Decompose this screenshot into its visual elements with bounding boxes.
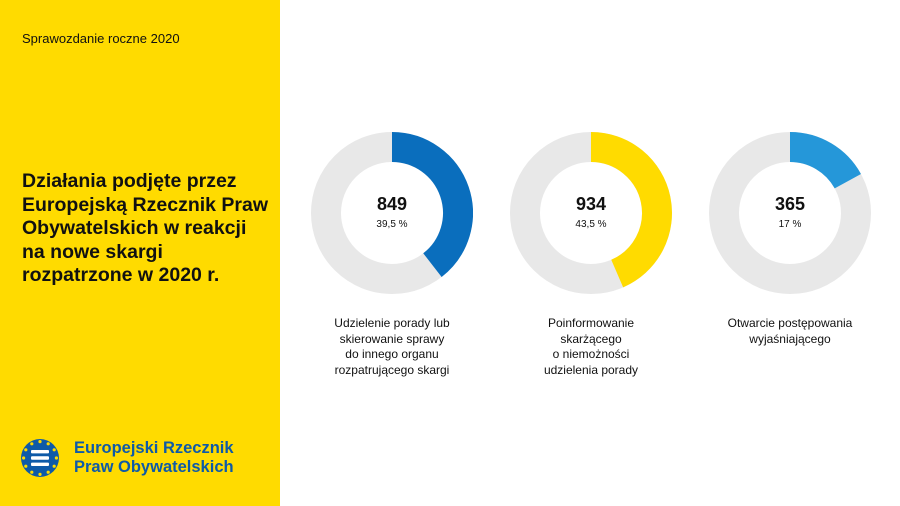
- donut-value: 934: [575, 194, 607, 214]
- caption-line: o niemożności: [552, 347, 630, 361]
- caption-line: Otwarcie postępowania: [727, 316, 853, 330]
- donut-svg-3: [709, 132, 871, 294]
- donut-chart-2: 934 43,5 %: [510, 132, 672, 294]
- caption-line: skierowanie sprawy: [339, 331, 445, 346]
- sidebar-panel: Sprawozdanie roczne 2020 Działania podję…: [0, 0, 280, 506]
- caption-line: Udzielenie porady lub: [334, 316, 450, 330]
- report-label: Sprawozdanie roczne 2020: [22, 31, 180, 46]
- donut-svg-1: [311, 132, 473, 294]
- donut-caption-1: Udzielenie porady lub skierowanie sprawy…: [292, 316, 492, 378]
- caption-line: udzielenia porady: [543, 362, 639, 377]
- donut-arc: [590, 132, 672, 288]
- donut-percent: 17 %: [778, 219, 802, 230]
- caption-line: rozpatrującego skargi: [334, 362, 450, 377]
- donut-percent: 39,5 %: [376, 219, 408, 230]
- donut-arc: [391, 132, 473, 277]
- caption-line: wyjaśniającego: [749, 331, 831, 346]
- donut-percent: 43,5 %: [575, 219, 607, 230]
- donut-chart-1: 849 39,5 %: [311, 132, 473, 294]
- page-title: Działania podjęte przez Europejską Rzecz…: [22, 170, 269, 286]
- logo-text: Europejski Rzecznik Praw Obywatelskich: [74, 439, 234, 477]
- caption-line: Poinformowanie: [547, 316, 635, 330]
- euro-ombudsman-icon: [21, 439, 59, 477]
- donut-arc: [789, 132, 861, 190]
- donut-value: 849: [376, 194, 408, 214]
- donut-value: 365: [774, 194, 806, 214]
- donut-chart-3: 365 17 %: [709, 132, 871, 294]
- caption-line: skarżącego: [560, 331, 622, 346]
- logo-line-1: Europejski Rzecznik: [74, 439, 234, 457]
- donut-caption-3: Otwarcie postępowania wyjaśniającego: [690, 316, 890, 347]
- logo-line-2: Praw Obywatelskich: [74, 458, 234, 476]
- logo: Europejski Rzecznik Praw Obywatelskich: [20, 438, 234, 478]
- donut-svg-2: [510, 132, 672, 294]
- caption-line: do innego organu: [345, 347, 439, 361]
- donut-caption-2: Poinformowanie skarżącego o niemożności …: [491, 316, 691, 378]
